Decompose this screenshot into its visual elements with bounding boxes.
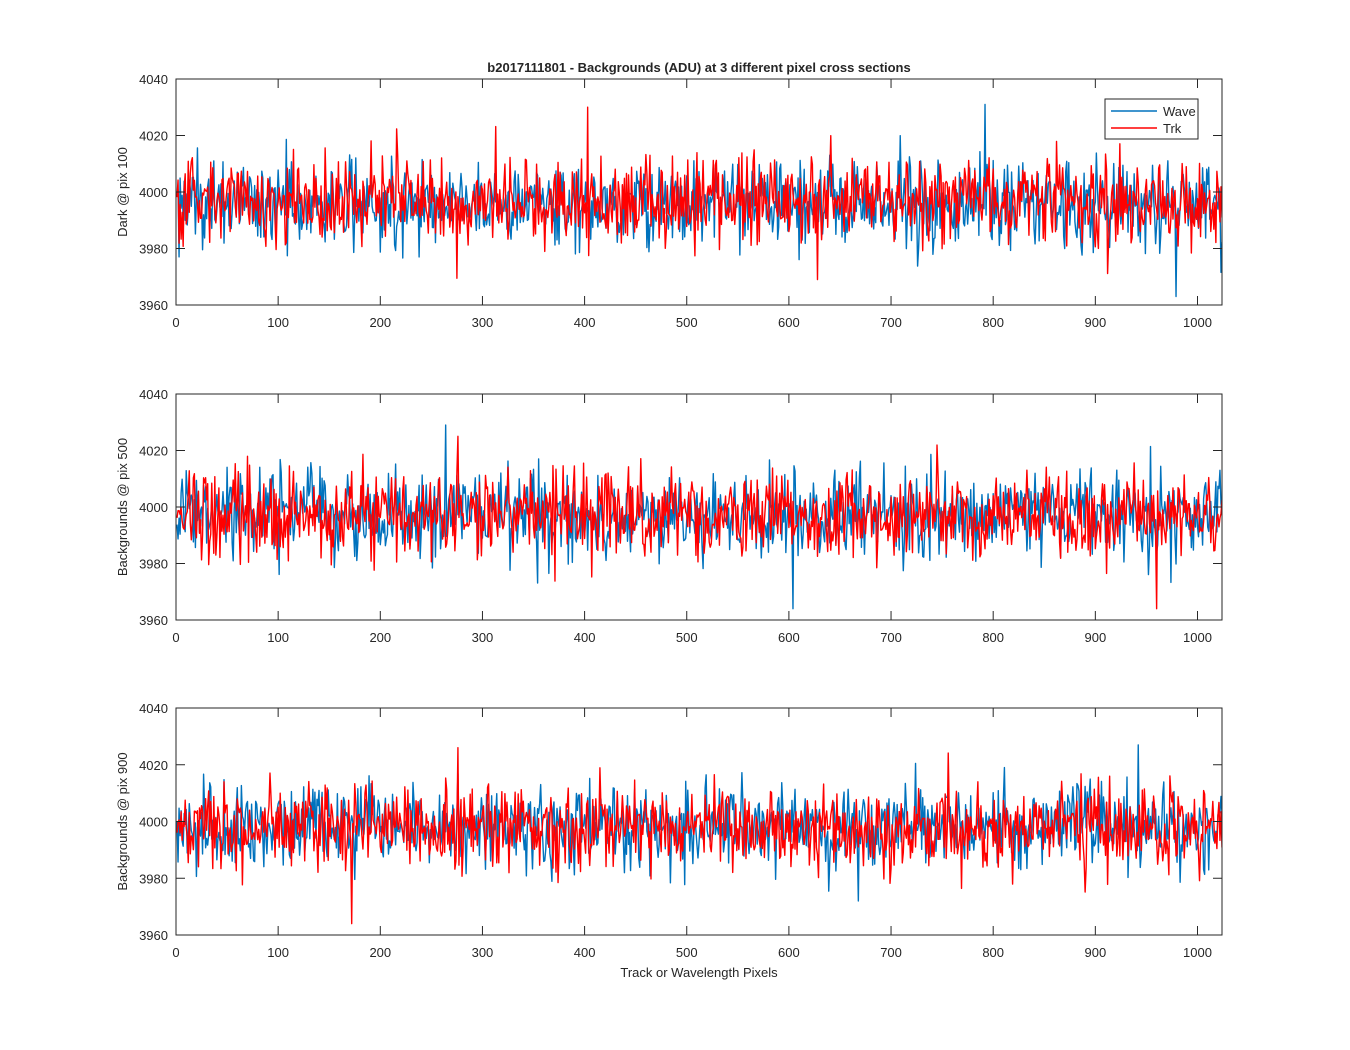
x-tick-label: 800 [982,315,1004,330]
series-line-trk [176,747,1222,925]
x-tick-label: 0 [172,630,179,645]
x-tick-label: 300 [472,315,494,330]
y-tick-label: 4000 [139,185,168,200]
x-tick-label: 900 [1084,315,1106,330]
series-group [176,103,1222,298]
x-tick-label: 400 [574,630,596,645]
y-tick-label: 4040 [139,701,168,716]
series-line-trk [176,106,1222,281]
x-tick-label: 1000 [1183,630,1212,645]
x-tick-label: 500 [676,315,698,330]
x-tick-label: 200 [369,945,391,960]
y-axis-label: Backgrounds @ pix 500 [115,438,130,576]
y-tick-label: 4000 [139,815,168,830]
series-group [176,424,1222,610]
x-tick-label: 700 [880,315,902,330]
x-tick-label: 800 [982,945,1004,960]
x-tick-label: 400 [574,945,596,960]
x-tick-label: 0 [172,315,179,330]
x-tick-label: 300 [472,630,494,645]
x-tick-label: 700 [880,630,902,645]
y-tick-label: 4020 [139,444,168,459]
x-tick-label: 400 [574,315,596,330]
x-tick-label: 200 [369,630,391,645]
x-tick-label: 1000 [1183,945,1212,960]
y-axis-label: Backgrounds @ pix 900 [115,752,130,890]
x-tick-label: 200 [369,315,391,330]
y-tick-label: 3960 [139,298,168,313]
legend: Wave Trk [1104,98,1199,140]
x-tick-label: 500 [676,630,698,645]
x-axis-label: Track or Wavelength Pixels [620,965,778,980]
y-tick-label: 3980 [139,557,168,572]
y-tick-label: 3960 [139,928,168,943]
series-line-trk [176,435,1222,610]
x-tick-label: 600 [778,630,800,645]
x-tick-label: 500 [676,945,698,960]
series-line-wave [176,103,1222,298]
x-tick-label: 100 [267,945,289,960]
x-tick-label: 900 [1084,630,1106,645]
legend-box [1104,98,1199,140]
chart-title: b2017111801 - Backgrounds (ADU) at 3 dif… [487,60,910,75]
x-tick-label: 1000 [1183,315,1212,330]
chart-panel-3: 0 100 200 300 400 500 600 700 800 900 1000 3960 3980… [115,701,1223,980]
y-tick-label: 3960 [139,613,168,628]
x-tick-label: 0 [172,945,179,960]
y-tick-label: 4040 [139,387,168,402]
legend-label-wave: Wave [1163,104,1196,119]
chart-panel-2: 0 100 200 300 400 500 600 700 800 900 1000 3960 3980… [115,387,1223,645]
y-tick-label: 4000 [139,500,168,515]
x-tick-label: 800 [982,630,1004,645]
y-tick-label: 4020 [139,758,168,773]
y-tick-label: 4040 [139,72,168,87]
y-tick-label: 3980 [139,871,168,886]
x-tick-label: 900 [1084,945,1106,960]
x-tick-label: 600 [778,315,800,330]
x-tick-label: 700 [880,945,902,960]
x-tick-label: 600 [778,945,800,960]
x-tick-label: 100 [267,315,289,330]
x-tick-label: 100 [267,630,289,645]
series-group [176,744,1222,925]
y-axis-label: Dark @ pix 100 [115,147,130,237]
y-tick-label: 3980 [139,242,168,257]
legend-label-trk: Trk [1163,121,1182,136]
y-tick-label: 4020 [139,129,168,144]
x-tick-label: 300 [472,945,494,960]
chart-panel-1: 0 100 200 300 400 500 600 700 800 900 1000 3960 3980… [115,60,1223,330]
